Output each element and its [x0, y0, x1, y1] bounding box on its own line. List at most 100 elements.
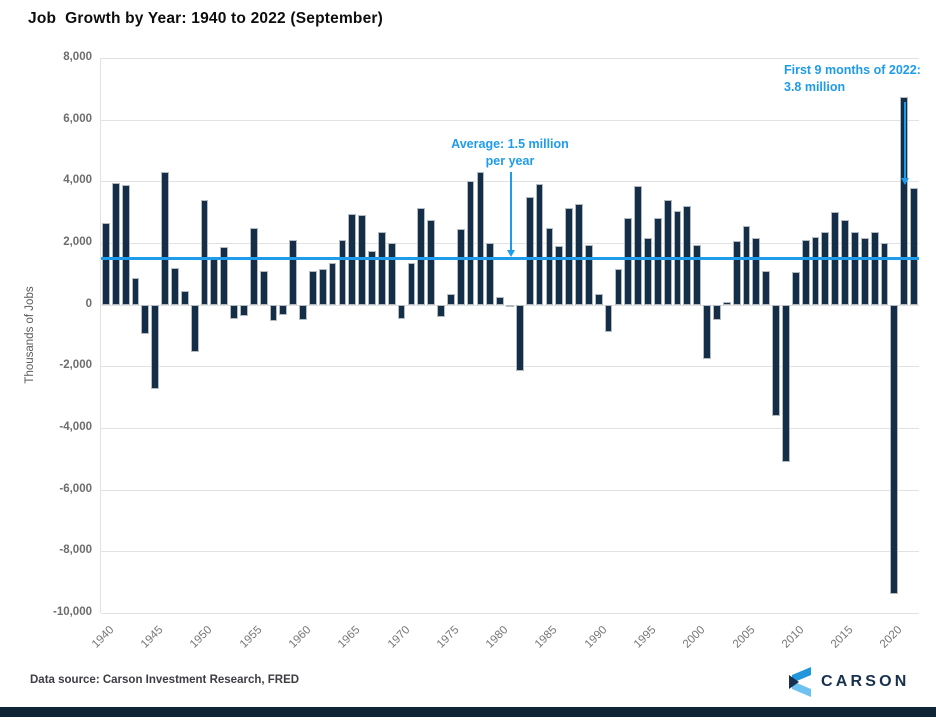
bar-2009	[782, 304, 790, 462]
bar-1957	[269, 304, 278, 321]
bar-1969	[387, 243, 396, 305]
bar-2006	[752, 238, 761, 305]
bar-1970	[397, 304, 406, 319]
bar-1958	[279, 304, 288, 315]
bar-2019	[880, 243, 889, 305]
gridline	[101, 489, 919, 491]
chart-title: Job Growth by Year: 1940 to 2022 (Septem…	[28, 10, 384, 27]
bar-1964	[338, 239, 347, 305]
bar-2012	[811, 236, 820, 305]
bar-1990	[594, 294, 603, 305]
bar-2018	[870, 232, 879, 305]
bar-2008	[772, 304, 780, 416]
bar-1984	[535, 184, 544, 305]
x-axis-tick-label: 1985	[533, 624, 560, 651]
gridline	[101, 58, 919, 59]
x-axis-tick-label: 1960	[286, 624, 314, 651]
y-axis-tick-label: -4,000	[59, 421, 92, 433]
bar-2021	[900, 96, 909, 305]
bar-2000	[693, 244, 702, 305]
bar-1988	[575, 204, 583, 305]
gridline	[101, 366, 919, 368]
bar-1940	[102, 222, 110, 305]
bar-1994	[634, 185, 643, 305]
bar-1980	[496, 297, 505, 305]
bar-1946	[161, 172, 169, 305]
y-axis-tick-label: -8,000	[59, 544, 92, 557]
x-axis-tick-label: 2010	[779, 624, 807, 651]
y-axis-tick-label: 4,000	[63, 174, 92, 187]
bar-1979	[486, 243, 495, 305]
average-line	[101, 257, 919, 261]
y-axis-tick-label: 6,000	[63, 112, 92, 125]
bar-1991	[604, 304, 613, 332]
bar-2003	[722, 301, 731, 305]
bar-1952	[220, 247, 229, 305]
bar-1955	[249, 227, 258, 305]
bar-1978	[476, 172, 485, 305]
bar-1948	[180, 290, 189, 305]
bar-2002	[713, 304, 721, 321]
x-axis-tick-label: 2000	[681, 624, 708, 651]
x-axis-tick-label: 1980	[484, 624, 511, 651]
bar-2013	[821, 232, 830, 305]
first9-arrow-head	[901, 178, 909, 185]
bar-1956	[259, 270, 268, 305]
bar-1977	[466, 181, 475, 305]
gridline	[101, 613, 919, 614]
gridline	[101, 119, 919, 121]
bar-1999	[683, 206, 692, 305]
bar-2020	[890, 304, 899, 595]
bar-1968	[377, 232, 386, 305]
x-axis-tick-label: 1995	[631, 624, 659, 651]
bar-1953	[230, 304, 238, 320]
y-axis-tick-label: -6,000	[59, 482, 92, 495]
bar-1960	[299, 304, 307, 321]
bar-2004	[732, 241, 741, 305]
bar-1983	[525, 196, 534, 305]
bar-1981	[506, 304, 514, 308]
bar-2005	[742, 226, 751, 305]
x-axis-tick-label: 1945	[139, 624, 166, 651]
x-axis-tick-label: 1940	[89, 624, 117, 651]
bar-1951	[210, 258, 219, 305]
x-axis-tick-label: 1990	[582, 624, 610, 651]
bar-1945	[151, 304, 160, 390]
bar-1954	[240, 304, 248, 317]
y-axis-tick-label: -10,000	[52, 606, 92, 618]
bar-1941	[111, 182, 120, 305]
average-arrow-line	[510, 172, 512, 250]
bar-2022	[910, 187, 918, 305]
average-annotation-line1: Average: 1.5 million	[451, 137, 569, 151]
y-axis-tick-label: 2,000	[63, 236, 92, 248]
y-axis-tick-label: 0	[85, 297, 92, 310]
bar-1959	[289, 239, 298, 305]
bar-1942	[121, 185, 130, 305]
bar-1950	[200, 199, 209, 305]
gridline	[101, 551, 919, 553]
bar-2007	[762, 270, 771, 305]
bar-1972	[417, 207, 426, 305]
bar-1976	[456, 229, 465, 305]
x-axis-tick-label: 2020	[878, 624, 905, 651]
bar-2016	[851, 232, 859, 305]
y-axis-tick-label: -2,000	[59, 359, 92, 372]
x-axis-tick-label: 1955	[237, 624, 265, 651]
bar-1967	[368, 250, 376, 305]
average-arrow-head	[507, 250, 515, 257]
bar-1987	[565, 207, 574, 305]
x-axis-tick-label: 2005	[730, 624, 758, 651]
x-axis-tick-label: 2015	[828, 624, 856, 651]
carson-logo-icon	[789, 667, 811, 697]
bottom-navy-bar	[0, 707, 936, 717]
bar-2010	[791, 272, 800, 305]
gridline	[101, 428, 919, 429]
carson-logo-text: CARSON	[821, 673, 910, 690]
bar-1947	[171, 267, 179, 305]
bar-2011	[801, 239, 810, 305]
bar-1973	[427, 219, 436, 305]
bar-1962	[318, 269, 327, 305]
carson-logo: CARSON	[788, 664, 920, 700]
y-axis-tick-label: 8,000	[63, 51, 92, 63]
bar-1982	[515, 304, 524, 371]
